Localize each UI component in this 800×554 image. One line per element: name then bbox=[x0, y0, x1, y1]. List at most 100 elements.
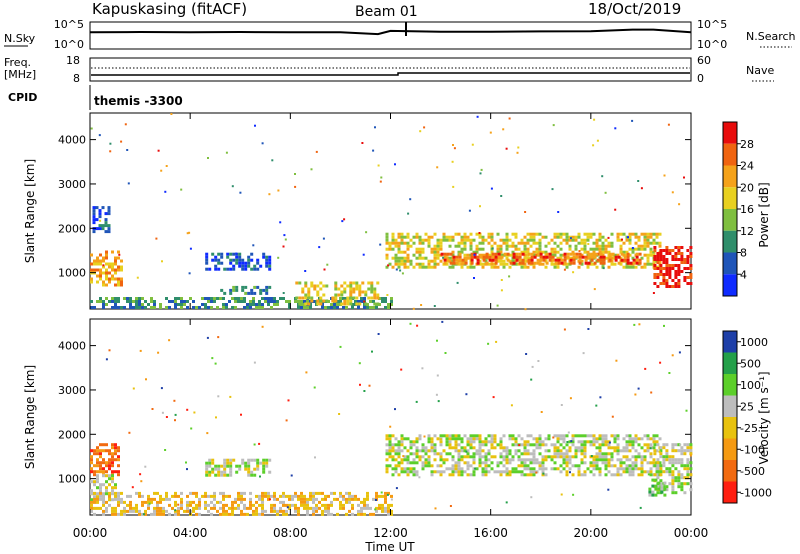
data-cell bbox=[686, 458, 690, 462]
data-cell bbox=[111, 262, 114, 266]
data-cell bbox=[270, 297, 273, 300]
data-cell bbox=[418, 256, 422, 260]
data-cell bbox=[628, 265, 632, 269]
data-cell bbox=[505, 244, 509, 248]
data-cell bbox=[96, 268, 99, 272]
data-cell bbox=[111, 498, 114, 502]
data-cell bbox=[220, 464, 224, 468]
data-cell bbox=[649, 467, 653, 471]
data-cell bbox=[634, 449, 638, 453]
scatter-cell bbox=[615, 359, 618, 362]
data-cell bbox=[240, 494, 243, 498]
scatter-cell bbox=[434, 507, 437, 510]
data-cell bbox=[102, 443, 105, 447]
data-cell bbox=[108, 262, 111, 266]
data-cell bbox=[686, 443, 690, 447]
data-cell bbox=[247, 473, 251, 477]
data-cell bbox=[631, 470, 635, 474]
data-cell bbox=[646, 238, 650, 242]
data-cell bbox=[153, 509, 156, 513]
data-cell bbox=[532, 250, 536, 254]
data-cell bbox=[602, 261, 606, 265]
data-cell bbox=[481, 470, 485, 474]
data-cell bbox=[93, 259, 96, 263]
data-cell bbox=[217, 464, 221, 468]
data-cell bbox=[463, 446, 467, 450]
data-cell bbox=[253, 264, 257, 268]
data-cell bbox=[385, 241, 389, 245]
data-cell bbox=[400, 256, 404, 260]
data-cell bbox=[532, 241, 536, 245]
data-cell bbox=[532, 443, 536, 447]
data-cell bbox=[490, 461, 494, 465]
data-cell bbox=[256, 258, 260, 262]
data-cell bbox=[559, 247, 563, 251]
data-cell bbox=[363, 497, 366, 501]
data-cell bbox=[418, 253, 422, 257]
data-cell bbox=[665, 449, 669, 453]
data-cell bbox=[229, 467, 233, 471]
data-cell bbox=[333, 491, 336, 495]
scatter-cell bbox=[394, 163, 396, 166]
data-cell bbox=[499, 244, 503, 248]
data-cell bbox=[520, 473, 524, 477]
data-cell bbox=[225, 512, 228, 516]
data-cell bbox=[427, 437, 431, 441]
data-cell bbox=[259, 288, 263, 292]
data-cell bbox=[457, 458, 461, 462]
data-cell bbox=[601, 247, 605, 251]
data-cell bbox=[652, 241, 656, 245]
data-cell bbox=[655, 232, 659, 236]
data-cell bbox=[387, 491, 390, 495]
data-cell bbox=[458, 252, 462, 256]
scatter-cell bbox=[420, 304, 423, 306]
data-cell bbox=[177, 512, 180, 516]
colorbar-tick-label: 100 bbox=[740, 379, 761, 392]
data-cell bbox=[643, 241, 647, 245]
data-cell bbox=[439, 443, 443, 447]
data-cell bbox=[213, 491, 216, 495]
data-cell bbox=[616, 458, 620, 462]
scatter-cell bbox=[570, 440, 573, 443]
data-cell bbox=[397, 446, 401, 450]
scatter-cell bbox=[439, 438, 442, 441]
data-cell bbox=[250, 288, 254, 292]
data-cell bbox=[433, 232, 437, 236]
data-cell bbox=[111, 492, 114, 496]
scatter-cell bbox=[658, 450, 661, 453]
data-cell bbox=[418, 262, 422, 266]
data-cell bbox=[102, 492, 105, 496]
data-cell bbox=[144, 300, 147, 303]
data-cell bbox=[542, 258, 546, 262]
data-cell bbox=[253, 458, 257, 462]
data-cell bbox=[635, 252, 639, 256]
data-cell bbox=[226, 252, 230, 256]
data-cell bbox=[515, 258, 519, 262]
data-cell bbox=[303, 306, 306, 309]
data-cell bbox=[662, 258, 666, 261]
data-cell bbox=[108, 449, 111, 453]
data-cell bbox=[652, 437, 656, 441]
data-cell bbox=[542, 255, 546, 259]
data-cell bbox=[412, 470, 416, 474]
data-cell bbox=[252, 509, 255, 513]
scatter-cell bbox=[193, 411, 196, 414]
data-cell bbox=[469, 437, 473, 441]
data-cell bbox=[132, 306, 135, 309]
data-cell bbox=[96, 274, 99, 278]
data-cell bbox=[448, 244, 452, 248]
data-cell bbox=[461, 261, 465, 265]
scatter-cell bbox=[268, 193, 271, 196]
data-cell bbox=[246, 506, 249, 510]
data-cell bbox=[418, 247, 422, 251]
data-cell bbox=[262, 252, 266, 256]
data-cell bbox=[105, 250, 108, 254]
data-cell bbox=[565, 470, 569, 474]
data-cell bbox=[595, 446, 599, 450]
data-cell bbox=[499, 443, 503, 447]
scatter-cell bbox=[128, 431, 131, 434]
data-cell bbox=[674, 276, 678, 279]
data-cell bbox=[653, 452, 657, 456]
beam-title: Beam 01 bbox=[355, 4, 418, 20]
